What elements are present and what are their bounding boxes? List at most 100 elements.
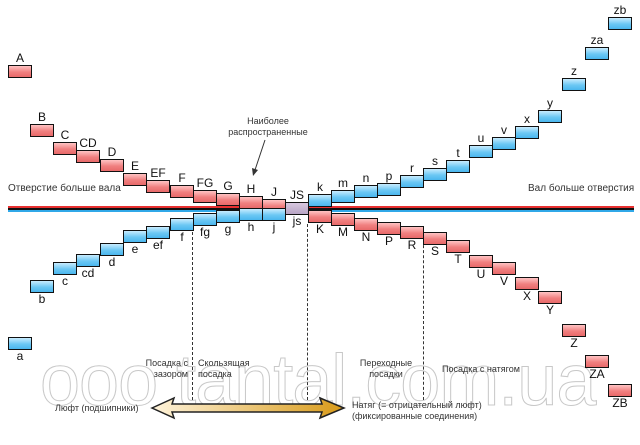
hole-tolerance-D	[100, 159, 124, 172]
tolerance-label-D: D	[107, 145, 117, 159]
shaft-tolerance-b	[30, 280, 54, 293]
tolerance-label-ZB: ZB	[612, 396, 628, 410]
tolerance-label-S: S	[430, 244, 439, 258]
tolerance-label-s: s	[432, 154, 438, 168]
hole-tolerance-E	[123, 173, 147, 186]
tolerance-label-B: B	[37, 110, 46, 124]
shaft-tolerance-x	[515, 126, 539, 139]
most-common-line1: Наиболее	[247, 116, 289, 126]
tolerance-label-h: h	[247, 220, 255, 234]
tolerance-label-K: K	[315, 222, 324, 236]
hole-tolerance-T	[446, 240, 470, 253]
transition-fit-line1: Переходные	[359, 358, 413, 368]
sliding-fit-label: Скользящая посадка	[198, 358, 250, 380]
tolerance-label-x: x	[524, 112, 530, 126]
tolerance-label-C: C	[60, 128, 70, 142]
tolerance-label-v: v	[501, 123, 507, 137]
tolerance-label-ef: ef	[152, 238, 163, 252]
tolerance-label-c: c	[62, 274, 68, 288]
tolerance-label-y: y	[547, 96, 553, 110]
hole-tolerance-Y	[538, 291, 562, 304]
shaft-tolerance-m	[331, 190, 355, 203]
shaft-tolerance-r	[400, 175, 424, 188]
hole-tolerance-Z	[562, 324, 586, 337]
tolerance-label-P: P	[384, 234, 393, 248]
zero-line-black	[8, 208, 634, 210]
most-common-label: Наиболее распространенные	[218, 116, 318, 138]
tolerance-label-M: M	[338, 225, 348, 239]
tolerance-label-cd: cd	[81, 266, 95, 280]
tolerance-label-Z: Z	[570, 336, 578, 350]
tolerance-label-e: e	[131, 242, 139, 256]
shaft-tolerance-c	[53, 262, 77, 275]
tolerance-label-E: E	[130, 159, 139, 173]
tolerance-label-k: k	[317, 180, 323, 194]
tolerance-label-d: d	[108, 255, 116, 269]
double-arrow-icon	[150, 396, 346, 420]
hole-tolerance-ZA	[585, 355, 609, 368]
tolerance-label-T: T	[454, 252, 462, 266]
tolerance-label-js: js	[292, 214, 302, 228]
interference-line2: (фиксированные соединения)	[352, 411, 478, 421]
sliding-fit-line1: Скользящая	[198, 358, 250, 368]
hole-tolerance-ZB	[608, 384, 632, 397]
tolerance-label-b: b	[38, 292, 46, 306]
shaft-tolerance-s	[423, 168, 447, 181]
clearance-fit-line2: зазором	[153, 369, 188, 379]
shaft-tolerance-za	[585, 47, 609, 60]
hole-tolerance-EF	[146, 180, 170, 193]
tolerance-label-f: f	[180, 230, 184, 244]
tolerance-label-F: F	[178, 171, 186, 185]
tolerance-label-g: g	[224, 222, 232, 236]
zero-line-red	[8, 206, 634, 208]
tolerance-label-p: p	[385, 169, 393, 183]
transition-fit-label: Переходные посадки	[352, 358, 420, 380]
tolerance-label-ZA: ZA	[589, 367, 605, 381]
tolerance-label-n: n	[362, 171, 370, 185]
transition-fit-line2: посадки	[369, 369, 403, 379]
divider-clearance	[192, 232, 193, 400]
hole-bigger-label: Отверстие больше вала	[8, 183, 121, 194]
hole-tolerance-S	[423, 232, 447, 245]
tolerance-label-t: t	[456, 146, 460, 160]
shaft-tolerance-u	[469, 145, 493, 158]
tolerance-label-A: A	[15, 51, 24, 65]
hole-tolerance-B	[30, 124, 54, 137]
tolerance-label-JS: JS	[289, 188, 304, 202]
shaft-tolerance-n	[354, 185, 378, 198]
shaft-tolerance-ef	[146, 226, 170, 239]
tolerance-label-Y: Y	[545, 303, 554, 317]
divider-sliding	[307, 224, 308, 400]
clearance-fit-label: Посадка с зазором	[138, 358, 188, 380]
tolerance-label-CD: CD	[79, 136, 97, 150]
tolerance-label-zb: zb	[613, 3, 627, 17]
pointer-arrow-icon	[252, 139, 266, 176]
interference-fit-label: Посадка с натягом	[442, 364, 520, 374]
divider-transition	[423, 240, 424, 400]
tolerance-label-J: J	[271, 185, 277, 199]
clearance-fit-line1: Посадка с	[145, 358, 188, 368]
shaft-tolerance-d	[100, 243, 124, 256]
tolerance-label-z: z	[571, 64, 577, 78]
shaft-tolerance-zb	[608, 17, 632, 30]
tolerance-label-j: j	[272, 220, 276, 234]
tolerance-label-fg: fg	[199, 225, 210, 239]
hole-tolerance-U	[469, 255, 493, 268]
shaft-tolerance-p	[377, 183, 401, 196]
hole-tolerance-CD	[76, 150, 100, 163]
shaft-tolerance-v	[492, 137, 516, 150]
tolerance-label-u: u	[477, 131, 485, 145]
shaft-tolerance-a	[8, 337, 32, 350]
shaft-bigger-label: Вал больше отверстия	[528, 183, 635, 194]
play-label: Люфт (подшипники)	[55, 403, 139, 413]
sliding-fit-line2: посадка	[198, 369, 232, 379]
hole-tolerance-C	[53, 142, 77, 155]
tolerance-label-r: r	[410, 161, 414, 175]
hole-tolerance-V	[492, 262, 516, 275]
most-common-line2: распространенные	[228, 127, 308, 137]
tolerance-label-N: N	[361, 230, 371, 244]
tolerance-label-X: X	[522, 289, 531, 303]
tolerance-label-H: H	[246, 182, 256, 196]
tolerance-label-za: za	[590, 33, 604, 47]
